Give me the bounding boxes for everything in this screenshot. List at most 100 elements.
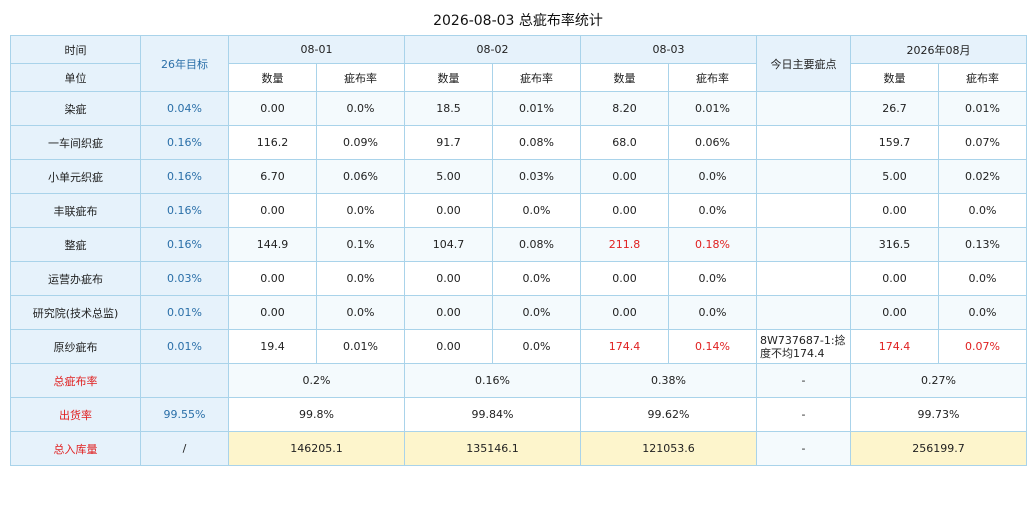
rate-header: 疵布率 [316, 63, 405, 92]
row-target: 0.01% [140, 329, 229, 364]
cell-qty: 5.00 [404, 159, 493, 194]
row-target: 0.16% [140, 193, 229, 228]
summary-value: 0.27% [850, 363, 1027, 398]
cell-qty: 104.7 [404, 227, 493, 262]
cell-rate: 0.0% [492, 193, 581, 228]
cell-rate: 0.13% [938, 227, 1027, 262]
table-row: 运营办疵布 0.03% 0.00 0.0% 0.00 0.0% 0.00 0.0… [10, 261, 1027, 296]
rate-header: 疵布率 [938, 63, 1027, 92]
cell-rate: 0.01% [492, 91, 581, 126]
cell-rate: 0.09% [316, 125, 405, 160]
date-header-3: 08-03 [580, 35, 757, 64]
cell-qty: 0.00 [228, 193, 317, 228]
cell-qty: 159.7 [850, 125, 939, 160]
main-defect-header: 今日主要疵点 [756, 35, 851, 92]
summary-target: / [140, 431, 229, 466]
cell-qty: 26.7 [850, 91, 939, 126]
cell-qty: 0.00 [404, 329, 493, 364]
cell-rate: 0.01% [938, 91, 1027, 126]
table-row: 原纱疵布 0.01% 19.4 0.01% 0.00 0.0% 174.4 0.… [10, 329, 1027, 364]
cell-note: 8W737687-1:捻度不均174.4 [756, 329, 851, 364]
table-row: 整疵 0.16% 144.9 0.1% 104.7 0.08% 211.8 0.… [10, 227, 1027, 262]
cell-qty: 0.00 [850, 295, 939, 330]
cell-qty: 0.00 [228, 91, 317, 126]
cell-rate: 0.1% [316, 227, 405, 262]
cell-qty: 0.00 [404, 261, 493, 296]
row-target: 0.16% [140, 125, 229, 160]
cell-rate-alert: 0.14% [668, 329, 757, 364]
cell-note [756, 125, 851, 160]
table-row: 染疵 0.04% 0.00 0.0% 18.5 0.01% 8.20 0.01%… [10, 91, 1027, 126]
cell-qty-alert: 211.8 [580, 227, 669, 262]
row-unit: 运营办疵布 [10, 261, 141, 296]
summary-value: 0.16% [404, 363, 581, 398]
row-unit: 原纱疵布 [10, 329, 141, 364]
row-target: 0.16% [140, 227, 229, 262]
summary-label: 总疵布率 [10, 363, 141, 398]
cell-rate: 0.02% [938, 159, 1027, 194]
summary-value: 99.73% [850, 397, 1027, 432]
cell-note [756, 261, 851, 296]
cell-qty: 116.2 [228, 125, 317, 160]
row-unit: 一车间织疵 [10, 125, 141, 160]
cell-qty: 0.00 [580, 159, 669, 194]
summary-value: 0.38% [580, 363, 757, 398]
cell-rate-alert: 0.18% [668, 227, 757, 262]
table-row: 小单元织疵 0.16% 6.70 0.06% 5.00 0.03% 0.00 0… [10, 159, 1027, 194]
cell-rate: 0.0% [316, 261, 405, 296]
cell-note [756, 227, 851, 262]
cell-note [756, 193, 851, 228]
summary-note: - [756, 363, 851, 398]
cell-rate: 0.0% [316, 193, 405, 228]
cell-qty: 6.70 [228, 159, 317, 194]
cell-rate: 0.08% [492, 227, 581, 262]
summary-row-total-rate: 总疵布率 0.2% 0.16% 0.38% - 0.27% [10, 363, 1027, 398]
target-header: 26年目标 [140, 35, 229, 92]
date-header-1: 08-01 [228, 35, 405, 64]
cell-rate: 0.06% [316, 159, 405, 194]
cell-qty: 0.00 [580, 193, 669, 228]
cell-rate: 0.0% [316, 91, 405, 126]
summary-value: 99.84% [404, 397, 581, 432]
cell-rate: 0.0% [668, 261, 757, 296]
cell-note [756, 295, 851, 330]
cell-qty: 0.00 [850, 193, 939, 228]
row-target: 0.04% [140, 91, 229, 126]
cell-qty-alert: 174.4 [580, 329, 669, 364]
cell-rate: 0.07% [938, 125, 1027, 160]
table-row: 丰联疵布 0.16% 0.00 0.0% 0.00 0.0% 0.00 0.0%… [10, 193, 1027, 228]
cell-qty: 144.9 [228, 227, 317, 262]
report-title: 2026-08-03 总疵布率统计 [433, 13, 603, 29]
qty-header: 数量 [850, 63, 939, 92]
cell-qty: 0.00 [228, 295, 317, 330]
cell-qty: 8.20 [580, 91, 669, 126]
cell-rate: 0.0% [938, 261, 1027, 296]
qty-header: 数量 [228, 63, 317, 92]
qty-header: 数量 [404, 63, 493, 92]
cell-rate: 0.01% [668, 91, 757, 126]
row-unit: 研究院(技术总监) [10, 295, 141, 330]
cell-qty: 0.00 [850, 261, 939, 296]
table-row: 一车间织疵 0.16% 116.2 0.09% 91.7 0.08% 68.0 … [10, 125, 1027, 160]
cell-rate: 0.0% [492, 329, 581, 364]
cell-qty: 5.00 [850, 159, 939, 194]
summary-value: 99.62% [580, 397, 757, 432]
cell-qty: 19.4 [228, 329, 317, 364]
summary-value: 121053.6 [580, 431, 757, 466]
cell-rate: 0.08% [492, 125, 581, 160]
cell-qty: 316.5 [850, 227, 939, 262]
cell-rate: 0.0% [316, 295, 405, 330]
row-unit: 丰联疵布 [10, 193, 141, 228]
summary-target: 99.55% [140, 397, 229, 432]
month-header: 2026年08月 [850, 35, 1027, 64]
cell-rate: 0.01% [316, 329, 405, 364]
summary-note: - [756, 397, 851, 432]
summary-value: 256199.7 [850, 431, 1027, 466]
cell-qty: 18.5 [404, 91, 493, 126]
cell-rate: 0.0% [938, 295, 1027, 330]
cell-qty: 91.7 [404, 125, 493, 160]
cell-rate: 0.0% [668, 193, 757, 228]
qty-header: 数量 [580, 63, 669, 92]
header-row-time: 时间 26年目标 08-01 08-02 08-03 今日主要疵点 2026年0… [10, 35, 1027, 92]
summary-value: 99.8% [228, 397, 405, 432]
